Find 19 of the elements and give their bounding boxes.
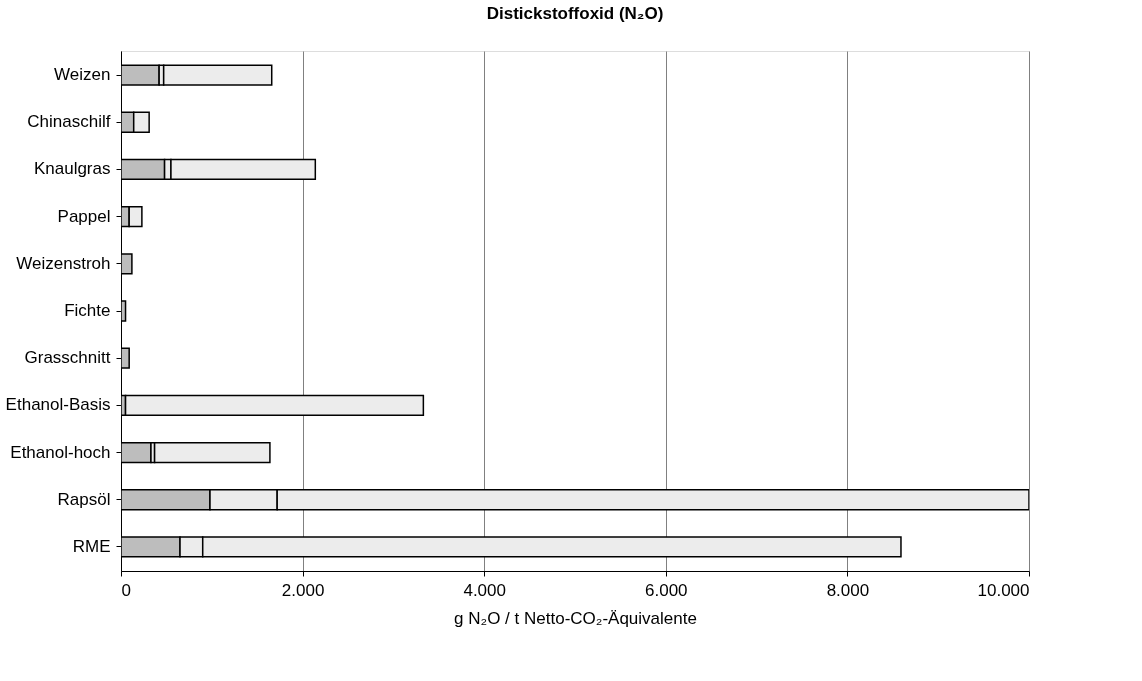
x-tick-label: 4.000 bbox=[463, 580, 506, 600]
y-tick-label: Ethanol-Basis bbox=[5, 395, 111, 415]
x-tick-label: 8.000 bbox=[826, 580, 870, 600]
y-tick-label: RME bbox=[72, 536, 111, 556]
x-axis-title: g N₂O / t Netto-CO₂-Äquivalente bbox=[454, 608, 697, 628]
y-tick-label: Rapsöl bbox=[57, 489, 111, 509]
y-tick-label: Knaulgras bbox=[33, 159, 111, 179]
x-tick-label: 0 bbox=[121, 580, 131, 600]
x-tick-label: 10.000 bbox=[977, 580, 1030, 600]
y-tick-label: Chinaschilf bbox=[27, 112, 111, 132]
y-tick-label: Ethanol-hoch bbox=[10, 442, 111, 462]
y-tick-label: Pappel bbox=[57, 206, 111, 226]
y-tick-label: Weizenstroh bbox=[16, 253, 111, 273]
x-tick-label: 6.000 bbox=[645, 580, 688, 600]
y-tick-label: Grasschnitt bbox=[24, 348, 111, 368]
y-tick-label: Fichte bbox=[64, 301, 111, 320]
x-tick-label: 2.000 bbox=[281, 580, 325, 600]
chart-title: Distickstoffoxid (N₂O) bbox=[486, 4, 664, 23]
y-tick-label: Weizen bbox=[54, 65, 111, 85]
